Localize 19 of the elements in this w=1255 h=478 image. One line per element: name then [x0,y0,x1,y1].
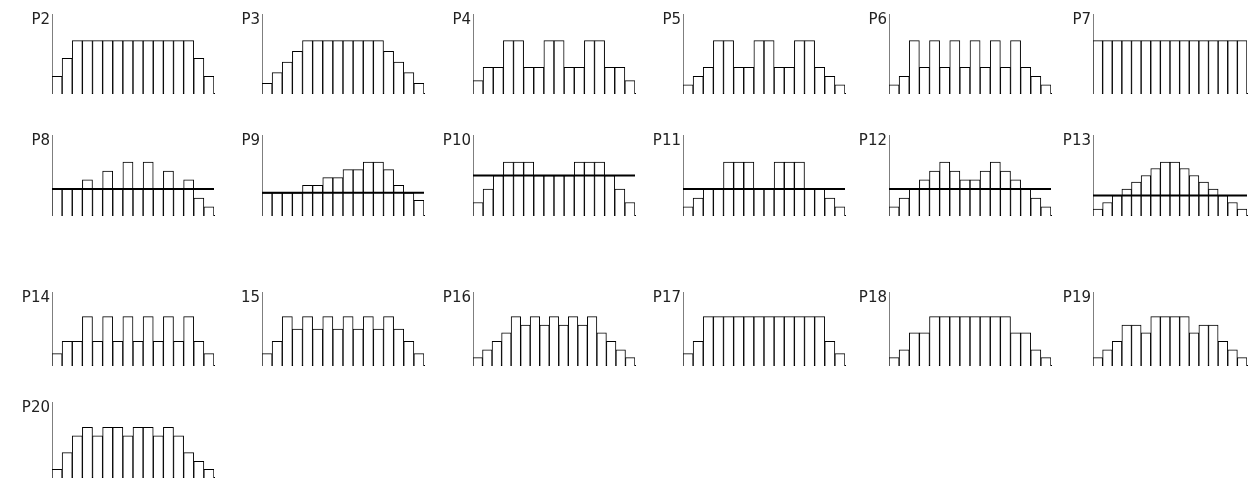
chart-title: P14 [21,288,50,306]
chart-title: P3 [241,10,260,28]
chart-title: P19 [1062,288,1091,306]
chart-title: P10 [442,131,471,149]
chart-title: P9 [241,131,260,149]
chart-title: P6 [868,10,887,28]
chart-title: P11 [652,131,681,149]
chart-title: 15 [240,288,260,306]
chart-title: P17 [652,288,681,306]
chart-title: P20 [21,398,50,416]
chart-title: P2 [31,10,50,28]
chart-title: P8 [31,131,50,149]
chart-title: P12 [858,131,887,149]
chart-title: P7 [1072,10,1091,28]
chart-title: P4 [452,10,471,28]
chart-title: P16 [442,288,471,306]
chart-title: P18 [858,288,887,306]
chart-title: P13 [1062,131,1091,149]
chart-title: P5 [662,10,681,28]
